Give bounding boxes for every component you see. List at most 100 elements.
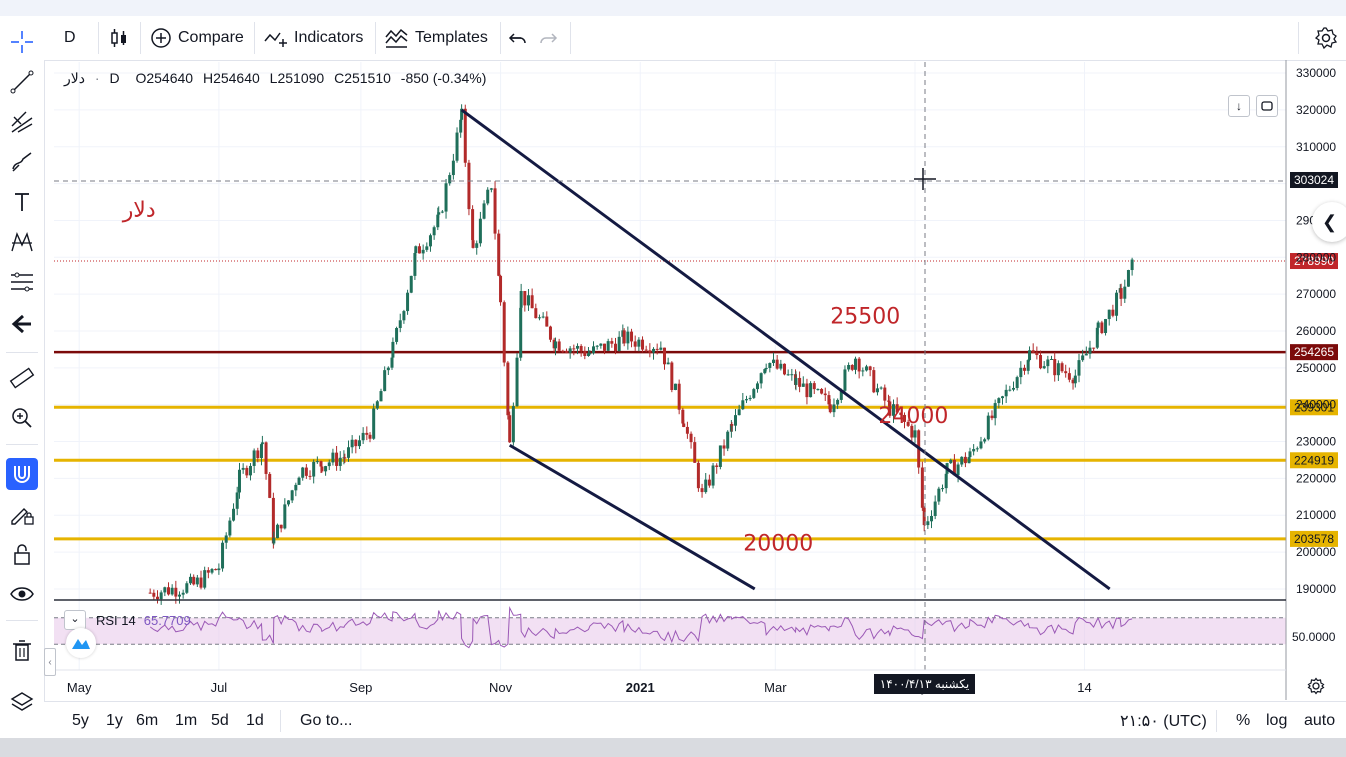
object-tree-tool[interactable] <box>6 686 38 718</box>
candle-body <box>1035 352 1039 356</box>
price-tick-label: 310000 <box>1296 140 1336 154</box>
candle-body <box>256 450 260 459</box>
ruler-tool[interactable] <box>6 362 38 394</box>
candle-body <box>922 507 926 526</box>
time-axis-settings-button[interactable] <box>1304 674 1328 698</box>
eye-icon <box>10 587 34 601</box>
pitchfork-tool[interactable] <box>6 106 38 138</box>
text-tool[interactable] <box>6 186 38 218</box>
legend-close: C251510 <box>334 70 391 86</box>
candle-body <box>648 350 652 353</box>
rsi-axis-label: 50.0000 <box>1292 630 1336 644</box>
range-1d-button[interactable]: 1d <box>246 702 264 739</box>
settings-button[interactable] <box>1314 16 1338 60</box>
candle-body <box>892 404 896 416</box>
candle-body <box>1123 286 1127 299</box>
level-price-tag <box>1290 344 1338 361</box>
candle-body <box>663 347 667 365</box>
range-5d-button[interactable]: 5d <box>211 702 229 739</box>
candle-body <box>1111 309 1115 316</box>
chevron-left-icon: ❮ <box>1322 211 1338 232</box>
redo-button[interactable] <box>538 16 560 60</box>
candle-body <box>545 316 549 327</box>
candle-body <box>188 576 192 584</box>
range-1y-button[interactable]: 1y <box>106 702 123 739</box>
candle-body <box>413 252 417 276</box>
price-tick-label: 280000 <box>1296 250 1336 264</box>
candle-body <box>557 341 561 351</box>
candle-body <box>471 209 475 241</box>
delete-tool[interactable] <box>6 634 38 666</box>
log-toggle[interactable]: log <box>1266 702 1287 739</box>
candle-body <box>847 365 851 370</box>
crosshair-date-tag: یکشنبه ۱۴۰۰/۴/۱۳ <box>874 674 975 694</box>
candle-body <box>391 341 395 358</box>
reset-scale-button[interactable] <box>1256 95 1278 117</box>
auto-toggle[interactable]: auto <box>1304 702 1335 739</box>
indicators-button[interactable]: Indicators <box>264 16 363 60</box>
timezone-button[interactable]: ۲۱:۵۰ (UTC) <box>1120 702 1207 739</box>
pattern-tool[interactable] <box>6 226 38 258</box>
magnet-tool[interactable] <box>6 458 38 490</box>
candle-body <box>338 457 342 466</box>
candle-body <box>793 374 797 385</box>
candle-body <box>1067 373 1071 380</box>
candle-body <box>586 353 590 356</box>
candle-body <box>1026 360 1030 371</box>
candle-body <box>1118 288 1122 293</box>
candle-body <box>286 500 290 505</box>
goto-button[interactable]: Go to... <box>300 702 352 739</box>
price-tick-label: 330000 <box>1296 66 1336 80</box>
back-tool[interactable] <box>6 308 38 340</box>
candle-body <box>519 291 523 308</box>
candle-body <box>975 448 979 450</box>
collapse-pane-handle[interactable]: ‹ <box>44 648 56 676</box>
candle-body <box>809 383 813 398</box>
compare-button[interactable]: Compare <box>150 16 244 60</box>
brush-tool[interactable] <box>6 146 38 178</box>
candle-body <box>499 275 503 303</box>
interval-button[interactable]: D <box>64 16 88 60</box>
candle-body <box>1073 375 1077 384</box>
trendline-tool[interactable] <box>6 66 38 98</box>
symbol-name[interactable]: دلار <box>64 70 85 86</box>
lock-tool[interactable] <box>6 538 38 570</box>
percent-toggle[interactable]: % <box>1236 702 1250 739</box>
candle-body <box>1081 355 1085 361</box>
candle-body <box>693 442 697 463</box>
tradingview-logo-icon <box>72 639 90 649</box>
zoom-tool[interactable] <box>6 402 38 434</box>
candle-body <box>711 465 715 486</box>
candle-body <box>637 339 641 347</box>
candle-body <box>475 243 479 248</box>
range-5y-button[interactable]: 5y <box>72 702 89 739</box>
range-1m-button[interactable]: 1m <box>175 702 197 739</box>
legend-change: -850 (-0.34%) <box>400 70 487 86</box>
scroll-to-latest-button[interactable]: ↓ <box>1228 95 1250 117</box>
price-annotation: دلار <box>122 198 156 223</box>
crosshair-tool[interactable] <box>6 26 38 58</box>
chevron-down-icon[interactable]: ⌄ <box>64 610 86 630</box>
candle-body <box>534 308 538 319</box>
candle-body <box>816 389 820 391</box>
candle-body <box>561 350 565 352</box>
templates-button[interactable]: Templates <box>385 16 488 60</box>
candle-body <box>1096 322 1100 328</box>
separator <box>570 22 571 54</box>
collapse-panel-button[interactable]: ❮ <box>1312 202 1346 242</box>
range-6m-button[interactable]: 6m <box>136 702 158 739</box>
chart-type-button[interactable] <box>108 16 130 60</box>
templates-label: Templates <box>415 29 488 46</box>
measure-tool[interactable] <box>6 266 38 298</box>
undo-button[interactable] <box>508 16 530 60</box>
candle-body <box>1019 367 1023 378</box>
candle-body <box>414 246 418 253</box>
candle-body <box>523 291 527 306</box>
lock-drawing-tool[interactable] <box>6 498 38 530</box>
candle-body <box>1056 363 1060 376</box>
candle-body <box>744 399 748 401</box>
visibility-tool[interactable] <box>6 578 38 610</box>
pitchfork-icon <box>11 111 33 133</box>
candle-body <box>944 473 948 489</box>
